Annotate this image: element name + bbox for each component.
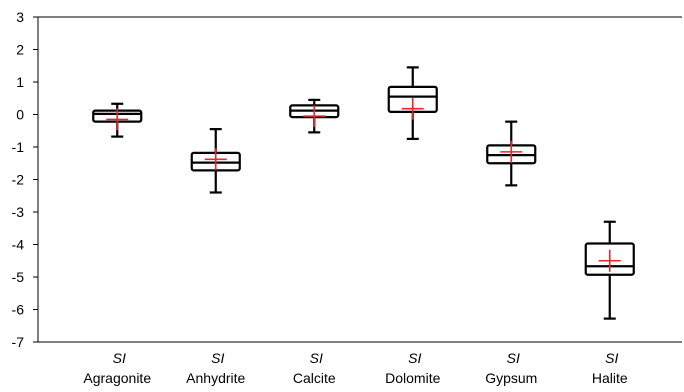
box-anhydrite <box>190 128 241 194</box>
y-axis-ticks: 3 2 1 0 -1 -2 -3 -4 -5 -6 -7 <box>12 9 38 350</box>
box-calcite <box>289 98 340 134</box>
box-gypsum <box>486 120 537 187</box>
y-tick-label: -6 <box>12 302 25 318</box>
y-tick-label: -3 <box>12 204 25 220</box>
x-axis-labels: SI Agragonite SI Anhydrite SI Calcite SI Dolomi… <box>83 350 627 386</box>
x-label-name: Anhydrite <box>186 370 245 386</box>
x-label-prefix: SI <box>605 350 618 366</box>
x-label-name: Dolomite <box>385 370 440 386</box>
boxes <box>92 66 635 320</box>
x-label-name: Gypsum <box>485 370 537 386</box>
box-agragonite <box>92 102 143 138</box>
x-label-prefix: SI <box>507 350 520 366</box>
y-tick-label: 1 <box>16 74 24 90</box>
x-label-name: Halite <box>592 370 628 386</box>
y-tick-label: 2 <box>16 42 24 58</box>
y-tick-label: 3 <box>16 9 24 25</box>
x-label-prefix: SI <box>211 350 224 366</box>
axes <box>37 16 682 343</box>
x-label-prefix: SI <box>408 350 421 366</box>
y-tick-label: -5 <box>12 269 25 285</box>
y-tick-label: -1 <box>12 139 25 155</box>
y-tick-label: 0 <box>16 107 24 123</box>
y-tick-label: -2 <box>12 172 25 188</box>
x-label-name: Calcite <box>293 370 336 386</box>
y-tick-label: -7 <box>12 334 25 350</box>
x-label-name: Agragonite <box>83 370 151 386</box>
y-tick-label: -4 <box>12 237 25 253</box>
box-halite <box>584 220 635 320</box>
x-label-prefix: SI <box>310 350 323 366</box>
x-label-prefix: SI <box>113 350 126 366</box>
box-dolomite <box>387 66 438 140</box>
